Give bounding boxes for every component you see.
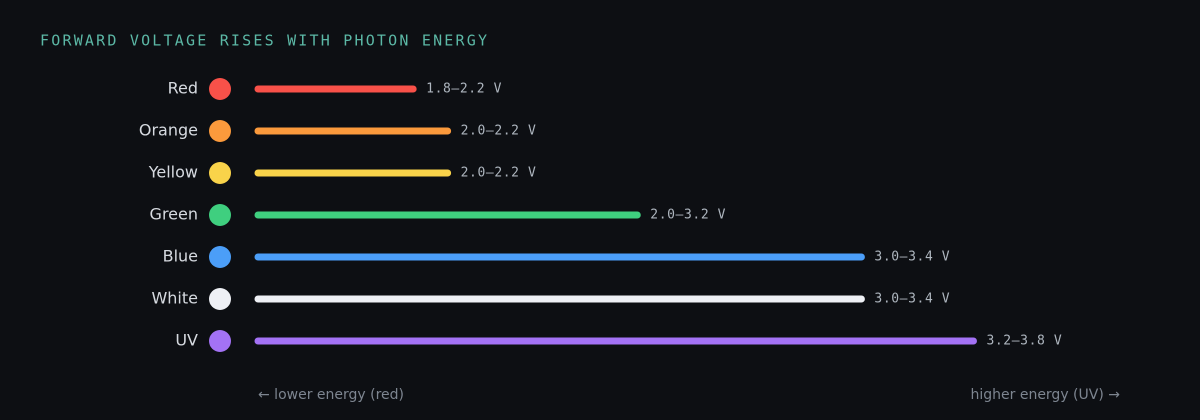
color-dot: [209, 78, 231, 100]
category-label: UV: [175, 331, 198, 350]
color-dot: [209, 204, 231, 226]
color-dot: [209, 330, 231, 352]
color-dot: [209, 288, 231, 310]
axis-note-left: ← lower energy (red): [258, 387, 404, 403]
category-label: Green: [150, 205, 198, 224]
value-label: 2.0–3.2 V: [650, 208, 726, 223]
category-label: Red: [168, 79, 198, 98]
category-label: White: [151, 289, 198, 308]
axis-note-right: higher energy (UV) →: [970, 387, 1120, 403]
value-label: 2.0–2.2 V: [461, 166, 537, 181]
color-dot: [209, 162, 231, 184]
value-label: 2.0–2.2 V: [461, 124, 537, 139]
value-label: 3.0–3.4 V: [874, 292, 950, 307]
category-label: Blue: [163, 247, 198, 266]
category-label: Orange: [139, 121, 198, 140]
chart-title: FORWARD VOLTAGE RISES WITH PHOTON ENERGY: [40, 32, 489, 50]
color-dot: [209, 120, 231, 142]
value-label: 3.0–3.4 V: [874, 250, 950, 265]
color-dot: [209, 246, 231, 268]
category-label: Yellow: [148, 163, 198, 182]
value-label: 1.8–2.2 V: [426, 82, 502, 97]
value-label: 3.2–3.8 V: [986, 334, 1062, 349]
